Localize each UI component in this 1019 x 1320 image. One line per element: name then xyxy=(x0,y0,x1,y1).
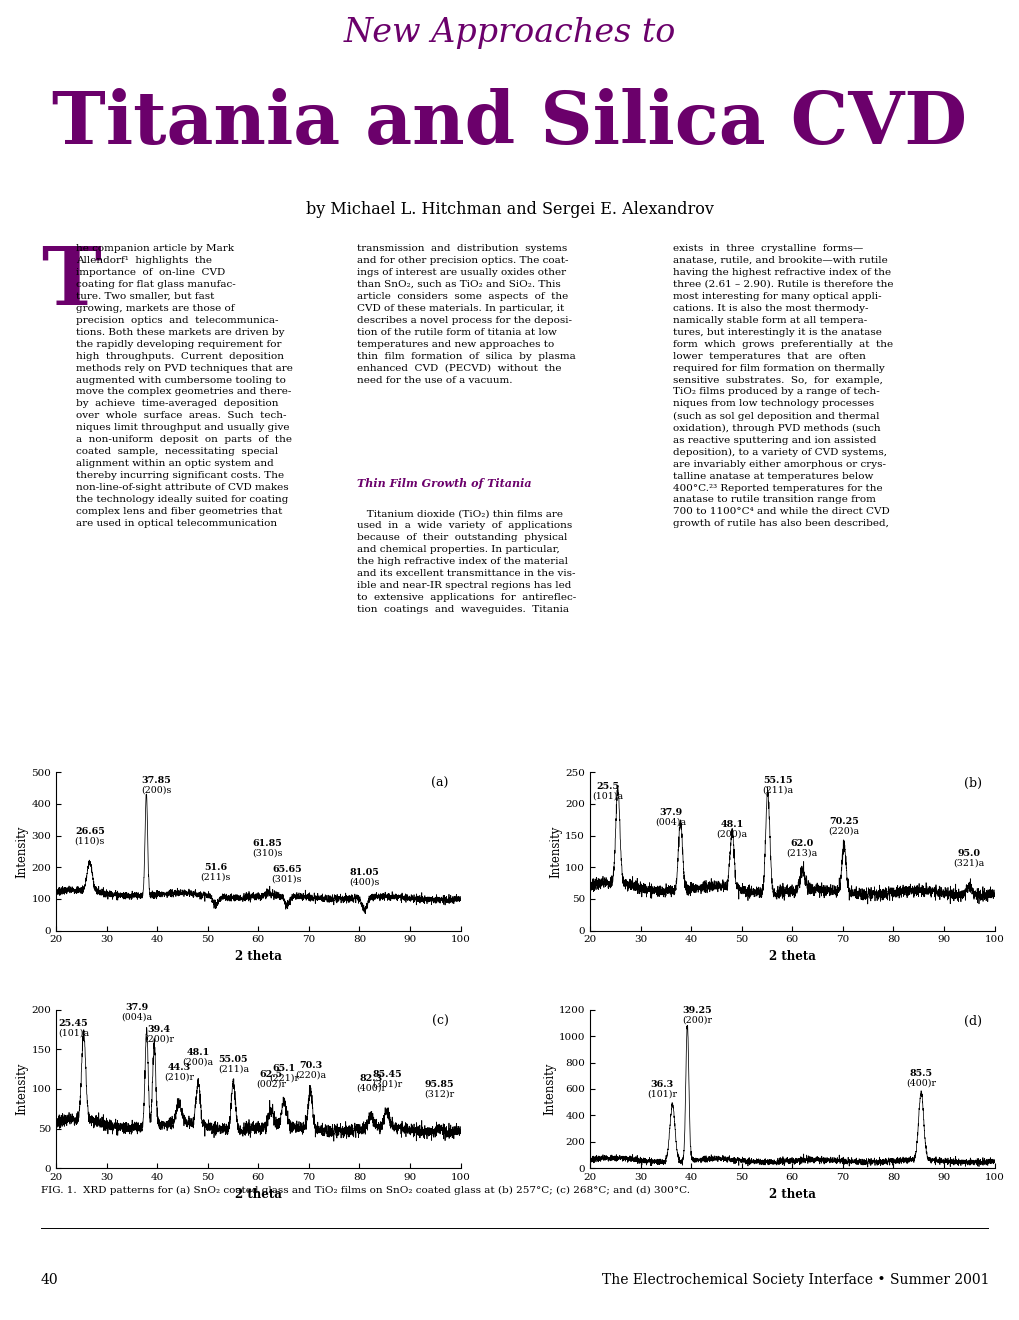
Text: 95.85: 95.85 xyxy=(425,1080,453,1089)
Text: (200)r: (200)r xyxy=(144,1034,174,1043)
Text: (321)a: (321)a xyxy=(953,858,984,867)
Text: exists  in  three  crystalline  forms—
anatase, rutile, and brookite—with rutile: exists in three crystalline forms— anata… xyxy=(673,244,893,528)
Text: 65.65: 65.65 xyxy=(272,865,302,874)
Text: (211)s: (211)s xyxy=(201,873,231,882)
Text: 40: 40 xyxy=(41,1272,58,1287)
X-axis label: 2 theta: 2 theta xyxy=(768,1188,815,1201)
Text: (101)a: (101)a xyxy=(592,792,623,801)
Text: 81.05: 81.05 xyxy=(350,867,379,876)
Text: (004)a: (004)a xyxy=(121,1012,152,1022)
Text: (312)r: (312)r xyxy=(424,1089,454,1098)
Text: (110)s: (110)s xyxy=(74,836,105,845)
Text: (211)a: (211)a xyxy=(761,785,793,795)
Text: (200)s: (200)s xyxy=(142,785,171,795)
X-axis label: 2 theta: 2 theta xyxy=(768,950,815,964)
Text: 85.45: 85.45 xyxy=(372,1071,401,1080)
Text: 55.05: 55.05 xyxy=(218,1055,248,1064)
Text: 25.5: 25.5 xyxy=(596,783,619,791)
Text: Thin Film Growth of Titania: Thin Film Growth of Titania xyxy=(357,478,531,490)
Text: (200)r: (200)r xyxy=(682,1015,711,1024)
Text: (b): (b) xyxy=(963,777,981,789)
Text: 65.1: 65.1 xyxy=(272,1064,296,1073)
Text: (210)r: (210)r xyxy=(164,1072,194,1081)
Text: 55.15: 55.15 xyxy=(762,776,792,785)
Text: (221)r: (221)r xyxy=(269,1073,299,1082)
Text: (004)a: (004)a xyxy=(654,817,686,826)
Text: (d): (d) xyxy=(963,1015,981,1027)
Text: The Electrochemical Society Interface • Summer 2001: The Electrochemical Society Interface • … xyxy=(601,1272,988,1287)
Text: 62.0: 62.0 xyxy=(790,840,813,849)
Text: 26.65: 26.65 xyxy=(74,826,105,836)
Text: (220)a: (220)a xyxy=(827,826,859,836)
Text: (301)r: (301)r xyxy=(372,1080,401,1089)
X-axis label: 2 theta: 2 theta xyxy=(234,1188,281,1201)
Text: Titanium dioxide (TiO₂) thin films are
used  in  a  wide  variety  of  applicati: Titanium dioxide (TiO₂) thin films are u… xyxy=(357,510,576,614)
Text: FIG. 1.  XRD patterns for (a) SnO₂ coated glass and TiO₂ films on SnO₂ coated gl: FIG. 1. XRD patterns for (a) SnO₂ coated… xyxy=(41,1187,689,1195)
Text: by Michael L. Hitchman and Sergei E. Alexandrov: by Michael L. Hitchman and Sergei E. Ale… xyxy=(306,202,713,218)
Y-axis label: Intensity: Intensity xyxy=(549,825,561,878)
Text: (310)s: (310)s xyxy=(252,849,282,858)
Y-axis label: Intensity: Intensity xyxy=(542,1063,555,1115)
Text: (211)a: (211)a xyxy=(217,1064,249,1073)
Text: (400)r: (400)r xyxy=(356,1084,386,1093)
Text: (101)a: (101)a xyxy=(58,1028,89,1038)
Text: 61.85: 61.85 xyxy=(253,840,282,849)
Text: 39.25: 39.25 xyxy=(682,1006,711,1015)
Text: 82.3: 82.3 xyxy=(359,1074,382,1084)
Text: 51.6: 51.6 xyxy=(204,863,227,873)
Text: (002)r: (002)r xyxy=(256,1080,285,1089)
Text: (220)a: (220)a xyxy=(294,1071,326,1080)
Text: Titania and Silica CVD: Titania and Silica CVD xyxy=(52,88,967,158)
Text: 95.0: 95.0 xyxy=(957,849,979,858)
Text: (101)r: (101)r xyxy=(647,1089,677,1098)
Text: he companion article by Mark
Allendorf¹  highlights  the
importance  of  on-line: he companion article by Mark Allendorf¹ … xyxy=(75,244,292,528)
Text: T: T xyxy=(41,244,101,322)
Text: (200)a: (200)a xyxy=(715,830,747,838)
Text: 25.45: 25.45 xyxy=(59,1019,89,1028)
Text: 37.85: 37.85 xyxy=(142,776,171,785)
Y-axis label: Intensity: Intensity xyxy=(15,825,29,878)
Text: (301)s: (301)s xyxy=(271,874,302,883)
Text: 48.1: 48.1 xyxy=(719,820,743,829)
Y-axis label: Intensity: Intensity xyxy=(15,1063,29,1115)
Text: (400)r: (400)r xyxy=(905,1078,935,1088)
Text: 70.3: 70.3 xyxy=(299,1061,322,1071)
Text: 39.4: 39.4 xyxy=(148,1024,170,1034)
Text: (a): (a) xyxy=(431,777,448,789)
Text: (c): (c) xyxy=(431,1015,448,1027)
Text: (213)a: (213)a xyxy=(786,849,817,858)
Text: New Approaches to: New Approaches to xyxy=(343,17,676,49)
Text: 37.9: 37.9 xyxy=(124,1003,148,1012)
Text: 62.5: 62.5 xyxy=(259,1071,282,1080)
Text: 85.5: 85.5 xyxy=(909,1069,931,1078)
Text: 37.9: 37.9 xyxy=(658,808,682,817)
Text: (400)s: (400)s xyxy=(350,878,380,886)
Text: 70.25: 70.25 xyxy=(828,817,858,826)
X-axis label: 2 theta: 2 theta xyxy=(234,950,281,964)
Text: 44.3: 44.3 xyxy=(167,1063,191,1072)
Text: 48.1: 48.1 xyxy=(186,1048,210,1057)
Text: 36.3: 36.3 xyxy=(650,1080,674,1089)
Text: (200)a: (200)a xyxy=(182,1057,214,1067)
Text: transmission  and  distribution  systems
and for other precision optics. The coa: transmission and distribution systems an… xyxy=(357,244,575,384)
